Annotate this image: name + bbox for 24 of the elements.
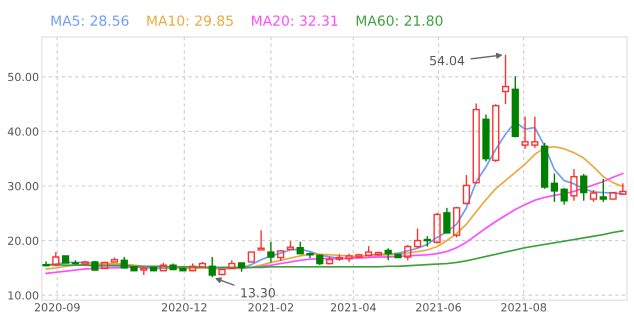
- y-tick-label: 40.00: [8, 127, 38, 136]
- x-tick-label: 2021-02: [248, 303, 293, 312]
- x-tick-label: 2020-12: [162, 303, 206, 312]
- x-tick-label: 2021-04: [330, 303, 376, 312]
- text: MA5: 28.56: [52, 15, 128, 26]
- candlestick: [267, 241, 275, 264]
- candlestick: [521, 116, 529, 150]
- annotation: 13.30: [241, 288, 275, 298]
- y-tick-label: 50.00: [8, 72, 38, 82]
- candlestick: [502, 54, 510, 105]
- y-tick-label: 20.00: [8, 236, 38, 245]
- candlestick: [550, 172, 558, 203]
- y-tick-label: 30.00: [8, 182, 38, 190]
- line-series: [45, 172, 624, 274]
- x-tick-label: 2021-06: [416, 303, 461, 312]
- text: MA60: 21.80: [356, 15, 442, 26]
- y-tick-label: 10.00: [8, 291, 38, 300]
- candlestick: [531, 116, 538, 148]
- text: MA20: 32.31: [252, 15, 338, 26]
- annotation: 54.04: [430, 56, 464, 66]
- x-tick-label: 2021-08: [501, 303, 546, 312]
- text: MA10: 29.85: [147, 15, 233, 26]
- candlestick: [424, 236, 431, 248]
- x-tick-label: 2020-09: [34, 303, 80, 312]
